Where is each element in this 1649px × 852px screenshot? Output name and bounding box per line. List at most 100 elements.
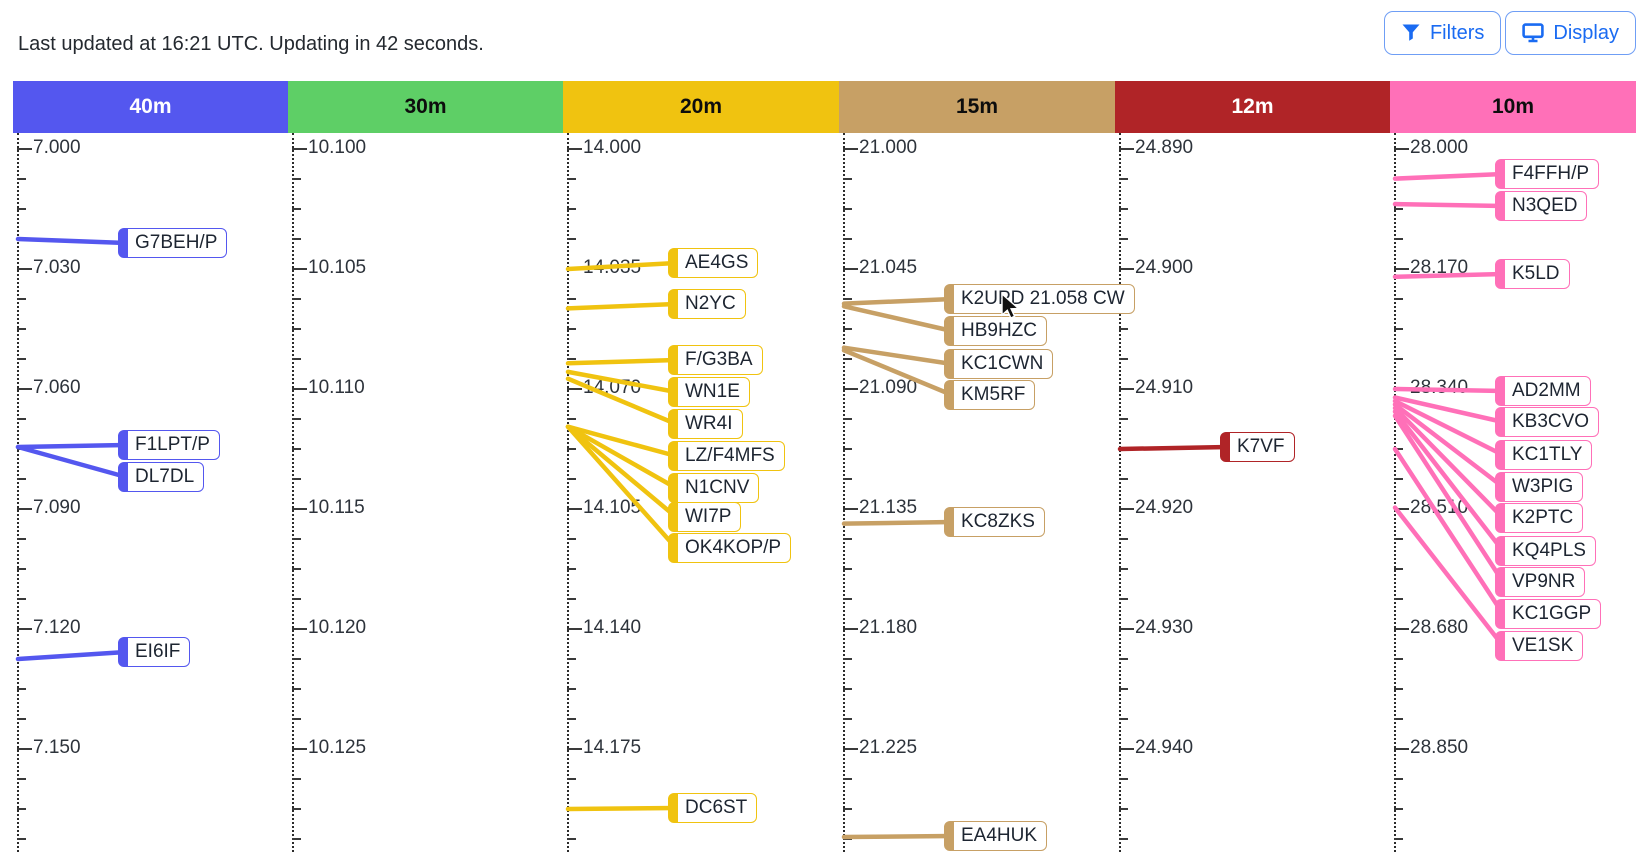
minor-tick <box>1119 777 1128 781</box>
spot[interactable]: K2PTC <box>1495 503 1584 533</box>
minor-tick <box>17 567 26 571</box>
tick-label: 7.090 <box>33 497 81 518</box>
minor-tick <box>17 357 26 361</box>
spot[interactable]: W3PIG <box>1495 472 1584 502</box>
spot-hovered[interactable]: K2UPD 21.058 CW <box>944 284 1135 314</box>
filters-button[interactable]: Filters <box>1383 11 1502 55</box>
spot[interactable]: KC1GGP <box>1495 599 1602 629</box>
major-tick <box>843 147 858 151</box>
minor-tick <box>1119 657 1128 661</box>
major-tick <box>292 267 307 271</box>
spot[interactable]: LZ/F4MFS <box>668 441 785 471</box>
minor-tick <box>1119 357 1128 361</box>
spot[interactable]: KM5RF <box>944 380 1036 410</box>
tick-label: 24.910 <box>1135 377 1194 398</box>
spot[interactable]: G7BEH/P <box>118 228 228 258</box>
minor-tick <box>1394 297 1403 301</box>
minor-tick <box>292 537 301 541</box>
spot[interactable]: HB9HZC <box>944 316 1048 346</box>
display-button[interactable]: Display <box>1505 11 1636 55</box>
minor-tick <box>1394 447 1403 451</box>
minor-tick <box>567 207 576 211</box>
spot[interactable]: K5LD <box>1495 259 1570 289</box>
spot[interactable]: KC8ZKS <box>944 507 1045 537</box>
minor-tick <box>1119 417 1128 421</box>
frequency-ruler-30m <box>292 133 294 852</box>
major-tick <box>843 267 858 271</box>
spot-line <box>1392 409 1506 554</box>
spot[interactable]: N3QED <box>1495 191 1588 221</box>
spot[interactable]: OK4KOP/P <box>668 533 792 563</box>
spot[interactable]: DC6ST <box>668 793 758 823</box>
spot[interactable]: KB3CVO <box>1495 407 1600 437</box>
display-button-label: Display <box>1553 21 1619 44</box>
band-chart: 7.000 7.030 7.060 7.090 7.120 7.150 G7BEH/P F1L… <box>0 133 1649 852</box>
spot-line <box>15 444 129 480</box>
major-tick <box>1119 627 1134 631</box>
spot[interactable]: KC1CWN <box>944 349 1054 379</box>
minor-tick <box>843 207 852 211</box>
tick-label: 7.000 <box>33 137 81 158</box>
minor-tick <box>1119 537 1128 541</box>
spot[interactable]: KQ4PLS <box>1495 536 1596 566</box>
tick-label: 24.920 <box>1135 497 1194 518</box>
frequency-ruler-20m <box>567 133 569 852</box>
major-tick <box>1394 507 1409 511</box>
spot[interactable]: WR4I <box>668 409 743 439</box>
spot[interactable]: DL7DL <box>118 462 205 492</box>
spot[interactable]: EA4HUK <box>944 821 1048 851</box>
spot-line <box>1392 413 1506 585</box>
major-tick <box>1119 147 1134 151</box>
minor-tick <box>1394 717 1403 721</box>
minor-tick <box>843 717 852 721</box>
spot[interactable]: F1LPT/P <box>118 430 220 460</box>
major-tick <box>17 627 32 631</box>
major-tick <box>292 627 307 631</box>
minor-tick <box>1119 477 1128 481</box>
tick-label: 21.225 <box>859 737 918 758</box>
spot[interactable]: WN1E <box>668 377 750 407</box>
minor-tick <box>843 297 852 301</box>
spot[interactable]: K7VF <box>1220 432 1295 462</box>
tick-label: 21.000 <box>859 137 918 158</box>
tick-label: 24.890 <box>1135 137 1194 158</box>
major-tick <box>1119 267 1134 271</box>
spot[interactable]: WI7P <box>668 502 742 532</box>
spot[interactable]: VE1SK <box>1495 631 1584 661</box>
minor-tick <box>1119 327 1128 331</box>
spot-connector-lines <box>15 171 1506 840</box>
spot[interactable]: VP9NR <box>1495 567 1586 597</box>
status-text: Last updated at 16:21 UTC. Updating in 4… <box>18 33 484 55</box>
spot-line <box>565 357 679 366</box>
spot[interactable]: AE4GS <box>668 248 759 278</box>
spot-line <box>841 348 955 398</box>
minor-tick <box>292 417 301 421</box>
spot[interactable]: AD2MM <box>1495 376 1591 406</box>
minor-tick <box>1394 777 1403 781</box>
major-tick <box>17 387 32 391</box>
minor-tick <box>567 687 576 691</box>
minor-tick <box>567 537 576 541</box>
spot[interactable]: KC1TLY <box>1495 440 1593 470</box>
spot-line <box>1392 405 1506 521</box>
spot[interactable]: F4FFH/P <box>1495 159 1600 189</box>
tick-label: 24.900 <box>1135 257 1194 278</box>
spot[interactable]: F/G3BA <box>668 345 763 375</box>
tick-label: 24.940 <box>1135 737 1194 758</box>
minor-tick <box>292 717 301 721</box>
minor-tick <box>843 807 852 811</box>
spot[interactable]: N1CNV <box>668 473 760 503</box>
spot[interactable]: N2YC <box>668 289 746 319</box>
spot-line <box>565 424 679 551</box>
band-header-20m: 20m <box>563 81 839 133</box>
minor-tick <box>1394 657 1403 661</box>
spot[interactable]: EI6IF <box>118 637 191 667</box>
toolbar: Filters Display <box>1383 11 1636 55</box>
spot-line <box>15 649 129 662</box>
minor-tick <box>1394 237 1403 241</box>
tick-label: 14.140 <box>583 617 642 638</box>
minor-tick <box>1119 687 1128 691</box>
minor-tick <box>1394 837 1403 841</box>
minor-tick <box>843 687 852 691</box>
band-header-40m: 40m <box>13 81 288 133</box>
